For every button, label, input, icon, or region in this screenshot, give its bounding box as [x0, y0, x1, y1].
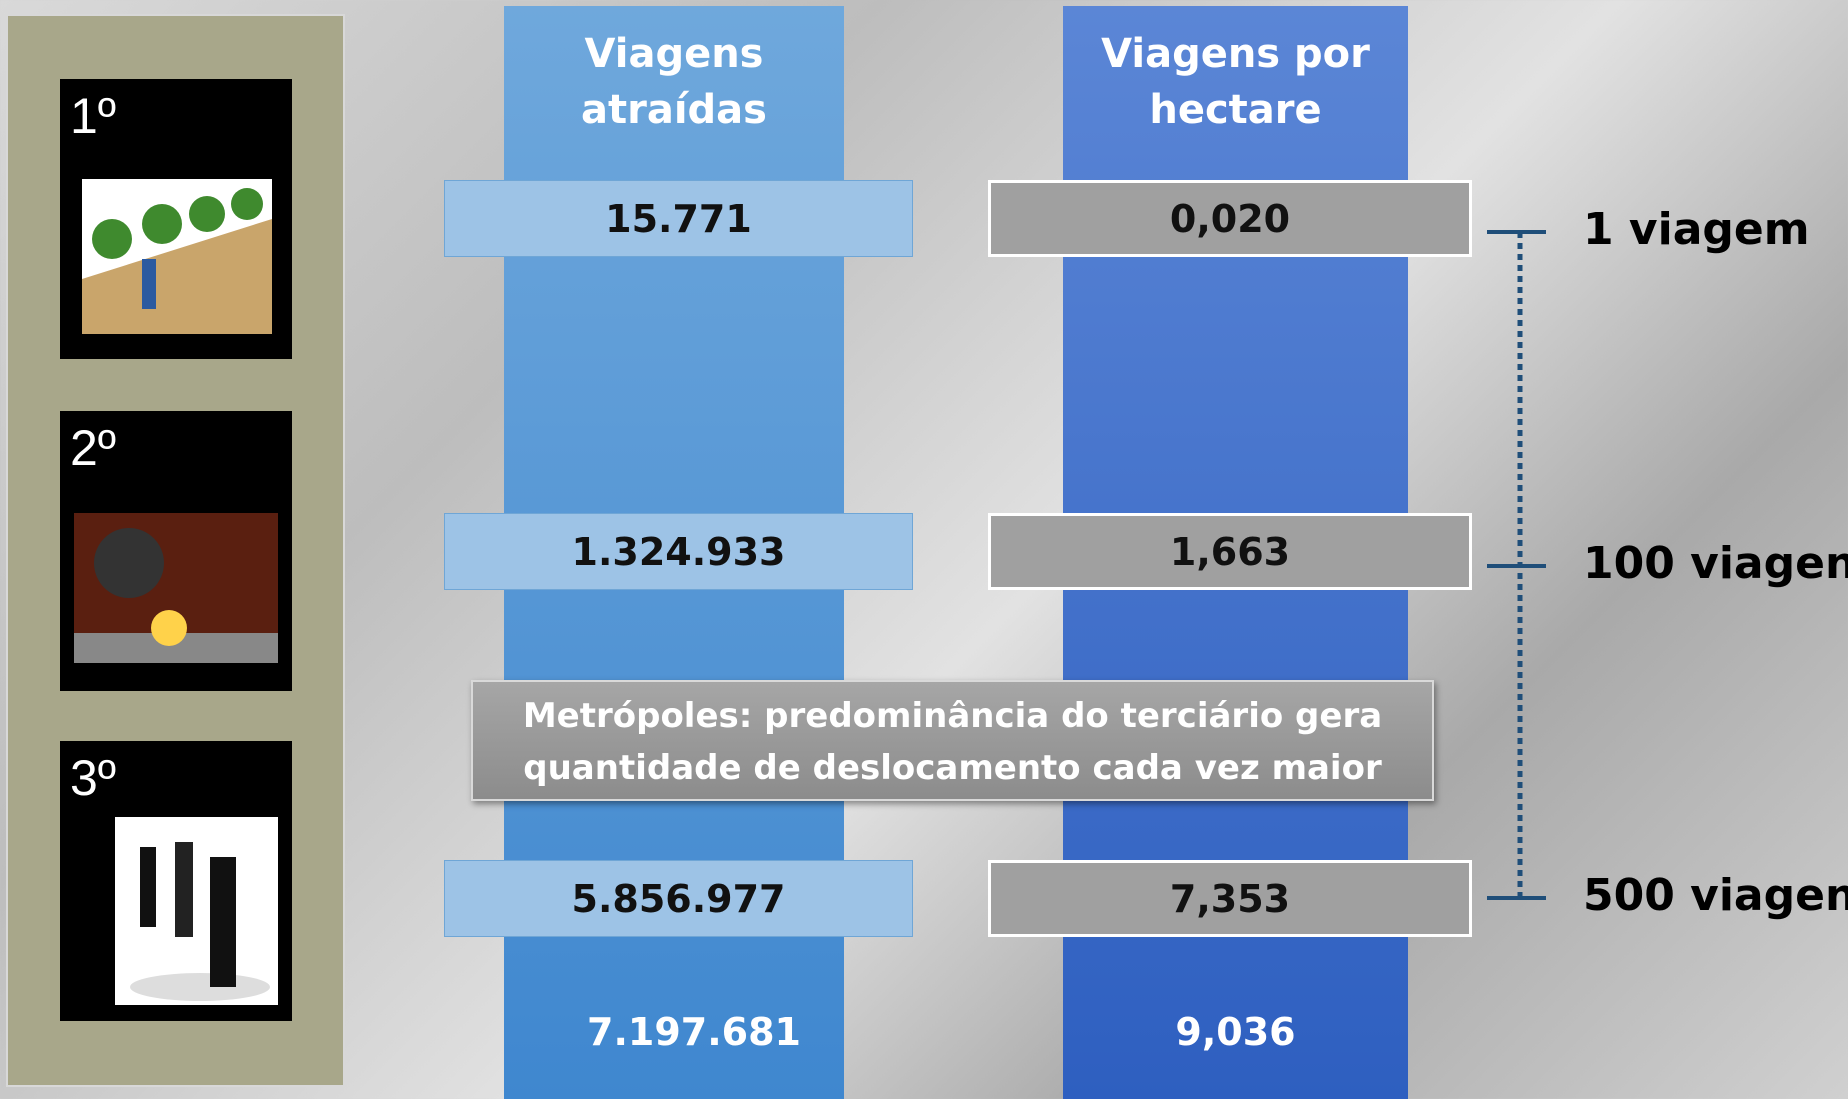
column-header: Viagens atraídas — [504, 6, 844, 138]
farming-picture — [82, 179, 272, 334]
scale-bar — [1480, 220, 1560, 910]
trips-total: 7.197.681 — [524, 1010, 864, 1066]
sector-label: 2º — [70, 419, 116, 477]
trips-value: 15.771 — [444, 180, 913, 257]
trips-value: 5.856.977 — [444, 860, 913, 937]
slide: 1º 2º 3º Viagens atraídas Viagens por he… — [0, 0, 1848, 1099]
scale-label: 100 viagens — [1583, 538, 1848, 589]
business-picture — [115, 817, 278, 1005]
welding-picture — [74, 513, 278, 663]
column-header: Viagens por hectare — [1063, 6, 1408, 138]
density-total: 9,036 — [1063, 1010, 1408, 1066]
density-value: 7,353 — [988, 860, 1472, 937]
scale-label: 1 viagem — [1583, 204, 1810, 255]
sector-card: 2º — [60, 411, 292, 691]
callout: Metrópoles: predominância do terciário g… — [471, 680, 1434, 801]
sector-label: 3º — [70, 749, 116, 807]
sector-card: 3º — [60, 741, 292, 1021]
density-value: 0,020 — [988, 180, 1472, 257]
sector-card: 1º — [60, 79, 292, 359]
sector-label: 1º — [70, 87, 116, 145]
density-value: 1,663 — [988, 513, 1472, 590]
scale-label: 500 viagens — [1583, 870, 1848, 921]
trips-value: 1.324.933 — [444, 513, 913, 590]
